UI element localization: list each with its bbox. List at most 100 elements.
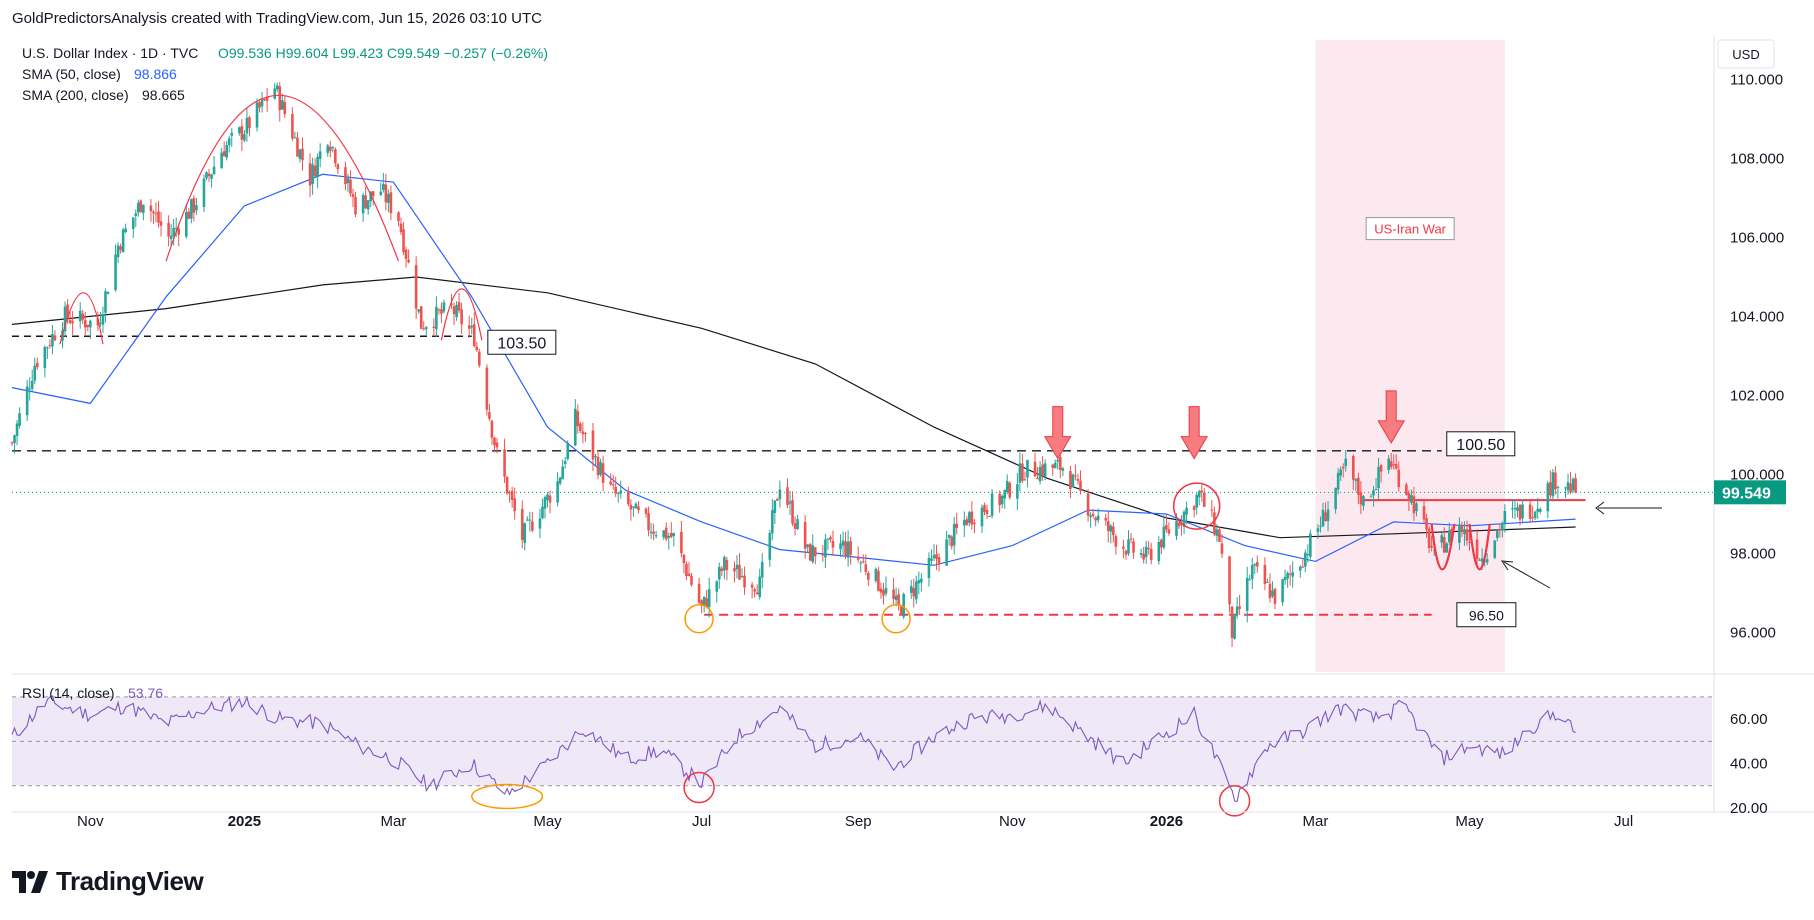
candle-body bbox=[927, 558, 931, 578]
candle-body bbox=[1144, 546, 1148, 557]
candle-body bbox=[369, 191, 372, 202]
candle-body bbox=[437, 309, 441, 311]
time-tick-label: Jul bbox=[1614, 813, 1633, 830]
top-arc bbox=[165, 94, 400, 262]
candle-body bbox=[346, 178, 350, 184]
candle-body bbox=[1336, 472, 1340, 490]
candle-body bbox=[647, 512, 650, 531]
candle-body bbox=[1074, 475, 1077, 477]
candle-body bbox=[523, 523, 527, 543]
candle-body bbox=[1339, 469, 1342, 476]
candle-body bbox=[227, 138, 231, 146]
candle-body bbox=[1468, 541, 1471, 543]
candle-body bbox=[1521, 504, 1524, 519]
candle-body bbox=[831, 540, 835, 548]
candle-body bbox=[1071, 474, 1075, 488]
candle-body bbox=[627, 492, 630, 505]
candle-body bbox=[505, 476, 509, 494]
last-price-tag bbox=[1714, 480, 1786, 505]
candle-body bbox=[1215, 529, 1219, 536]
candle-body bbox=[210, 174, 213, 179]
candle-body bbox=[28, 388, 31, 390]
time-tick-label: Nov bbox=[77, 813, 104, 830]
candle-body bbox=[1301, 566, 1305, 568]
candle-body bbox=[743, 575, 746, 588]
legend-sma50-label: SMA (50, close) bbox=[22, 66, 121, 82]
candle-body bbox=[184, 211, 188, 237]
candle-body bbox=[882, 589, 885, 596]
candle-body bbox=[1498, 529, 1502, 531]
candle-body bbox=[328, 146, 332, 151]
candle-body bbox=[566, 442, 570, 460]
candle-body bbox=[998, 493, 1001, 506]
candle-body bbox=[167, 222, 170, 237]
candle-body bbox=[1440, 535, 1444, 543]
candle-body bbox=[1175, 520, 1178, 536]
candle-body bbox=[935, 554, 938, 560]
candle-body bbox=[248, 117, 251, 129]
candle-body bbox=[1124, 550, 1128, 555]
rsi-tick-label: 20.00 bbox=[1730, 800, 1768, 817]
candle-body bbox=[581, 431, 585, 435]
candle-body bbox=[841, 540, 845, 546]
candle-body bbox=[1321, 509, 1325, 527]
candle-body bbox=[1556, 487, 1560, 489]
candle-body bbox=[455, 304, 458, 318]
candle-body bbox=[702, 596, 706, 606]
candle-body bbox=[1460, 525, 1464, 532]
candle-body bbox=[1344, 458, 1348, 467]
candle-body bbox=[877, 570, 880, 591]
candle-body bbox=[99, 322, 102, 324]
candle-body bbox=[1167, 529, 1171, 534]
candle-body bbox=[1112, 526, 1115, 536]
candle-body bbox=[1051, 464, 1055, 468]
candle-body bbox=[538, 518, 542, 529]
candle-body bbox=[169, 235, 173, 240]
candle-body bbox=[826, 538, 830, 540]
tradingview-logo[interactable]: TradingView bbox=[12, 866, 204, 897]
candle-body bbox=[796, 519, 799, 530]
candle-body bbox=[715, 581, 719, 592]
war-label: US-Iran War bbox=[1374, 222, 1446, 237]
candle-body bbox=[1271, 590, 1274, 597]
candle-body bbox=[66, 304, 69, 319]
candle-body bbox=[1369, 496, 1373, 498]
time-tick-label: May bbox=[533, 813, 562, 830]
candle-body bbox=[68, 319, 72, 323]
candle-body bbox=[945, 539, 948, 566]
candle-body bbox=[1069, 471, 1072, 490]
war-label-box bbox=[1365, 217, 1455, 241]
candle-body bbox=[1165, 525, 1168, 530]
candle-body bbox=[1195, 494, 1198, 508]
candle-body bbox=[573, 408, 577, 446]
candle-body bbox=[225, 145, 229, 158]
legend-sma200-label: SMA (200, close) bbox=[22, 87, 129, 103]
candle-body bbox=[419, 306, 423, 329]
candle-body bbox=[531, 521, 534, 531]
candle-body bbox=[1394, 464, 1398, 469]
currency-box[interactable] bbox=[1717, 39, 1775, 69]
candle-body bbox=[121, 229, 125, 253]
candle-body bbox=[1341, 466, 1345, 469]
candle-body bbox=[485, 367, 489, 410]
candle-body bbox=[174, 227, 178, 229]
candle-body bbox=[1316, 528, 1320, 532]
candle-body bbox=[1268, 583, 1272, 599]
candle-body bbox=[556, 481, 559, 503]
candle-body bbox=[1425, 518, 1428, 530]
candle-body bbox=[230, 132, 234, 136]
reversal-circle bbox=[1172, 482, 1221, 530]
candle-body bbox=[220, 152, 223, 169]
candle-body bbox=[1495, 531, 1499, 538]
candle-body bbox=[786, 487, 789, 506]
candle-body bbox=[407, 259, 410, 263]
candle-body bbox=[134, 213, 138, 217]
candle-body bbox=[543, 497, 547, 509]
candle-body bbox=[723, 557, 726, 571]
candle-body bbox=[137, 202, 140, 213]
candle-body bbox=[915, 581, 918, 600]
candle-body bbox=[435, 306, 438, 330]
candle-body bbox=[467, 325, 471, 329]
candle-body bbox=[1023, 479, 1027, 481]
